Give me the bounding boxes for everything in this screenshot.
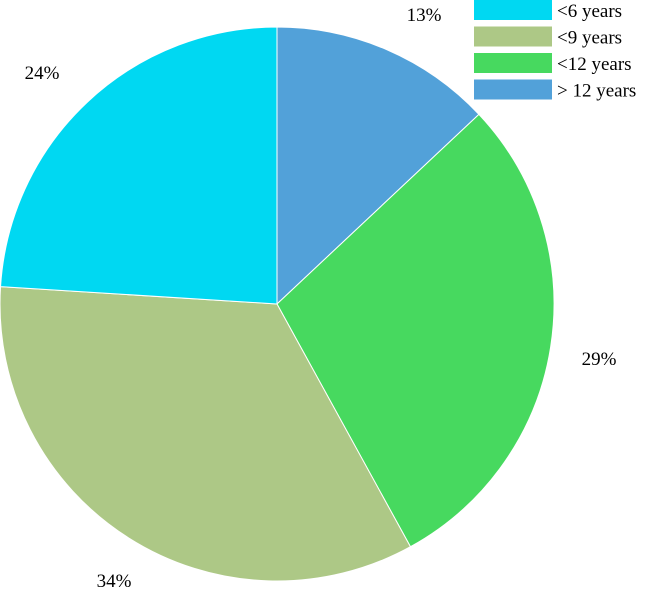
legend: <6 years <9 years <12 years > 12 years [474,0,636,102]
pie-slice-9-years [0,286,412,582]
pct-label-12-years: 13% [407,5,442,26]
legend-label-6-years: <6 years [557,1,622,22]
pct-label-6-years: 24% [25,63,60,84]
pct-label-12-years: 29% [582,349,617,370]
legend-swatch-6-years [474,0,552,20]
pie-slices [0,26,555,582]
legend-label-12-years: > 12 years [557,81,636,102]
pct-label-9-years: 34% [97,571,132,589]
legend-label-12-years: <12 years [557,54,632,75]
pie-slice-12-years [276,113,555,548]
legend-swatch-9-years [474,26,552,47]
legend-swatch-12-years [474,53,552,73]
legend-swatch-12-years [474,79,552,100]
percentage-labels: 13% 29% 34% 24% [25,5,617,589]
pie-slice-12-years [276,26,480,306]
legend-label-9-years: <9 years [557,28,622,49]
pie-slice-6-years [0,26,278,305]
